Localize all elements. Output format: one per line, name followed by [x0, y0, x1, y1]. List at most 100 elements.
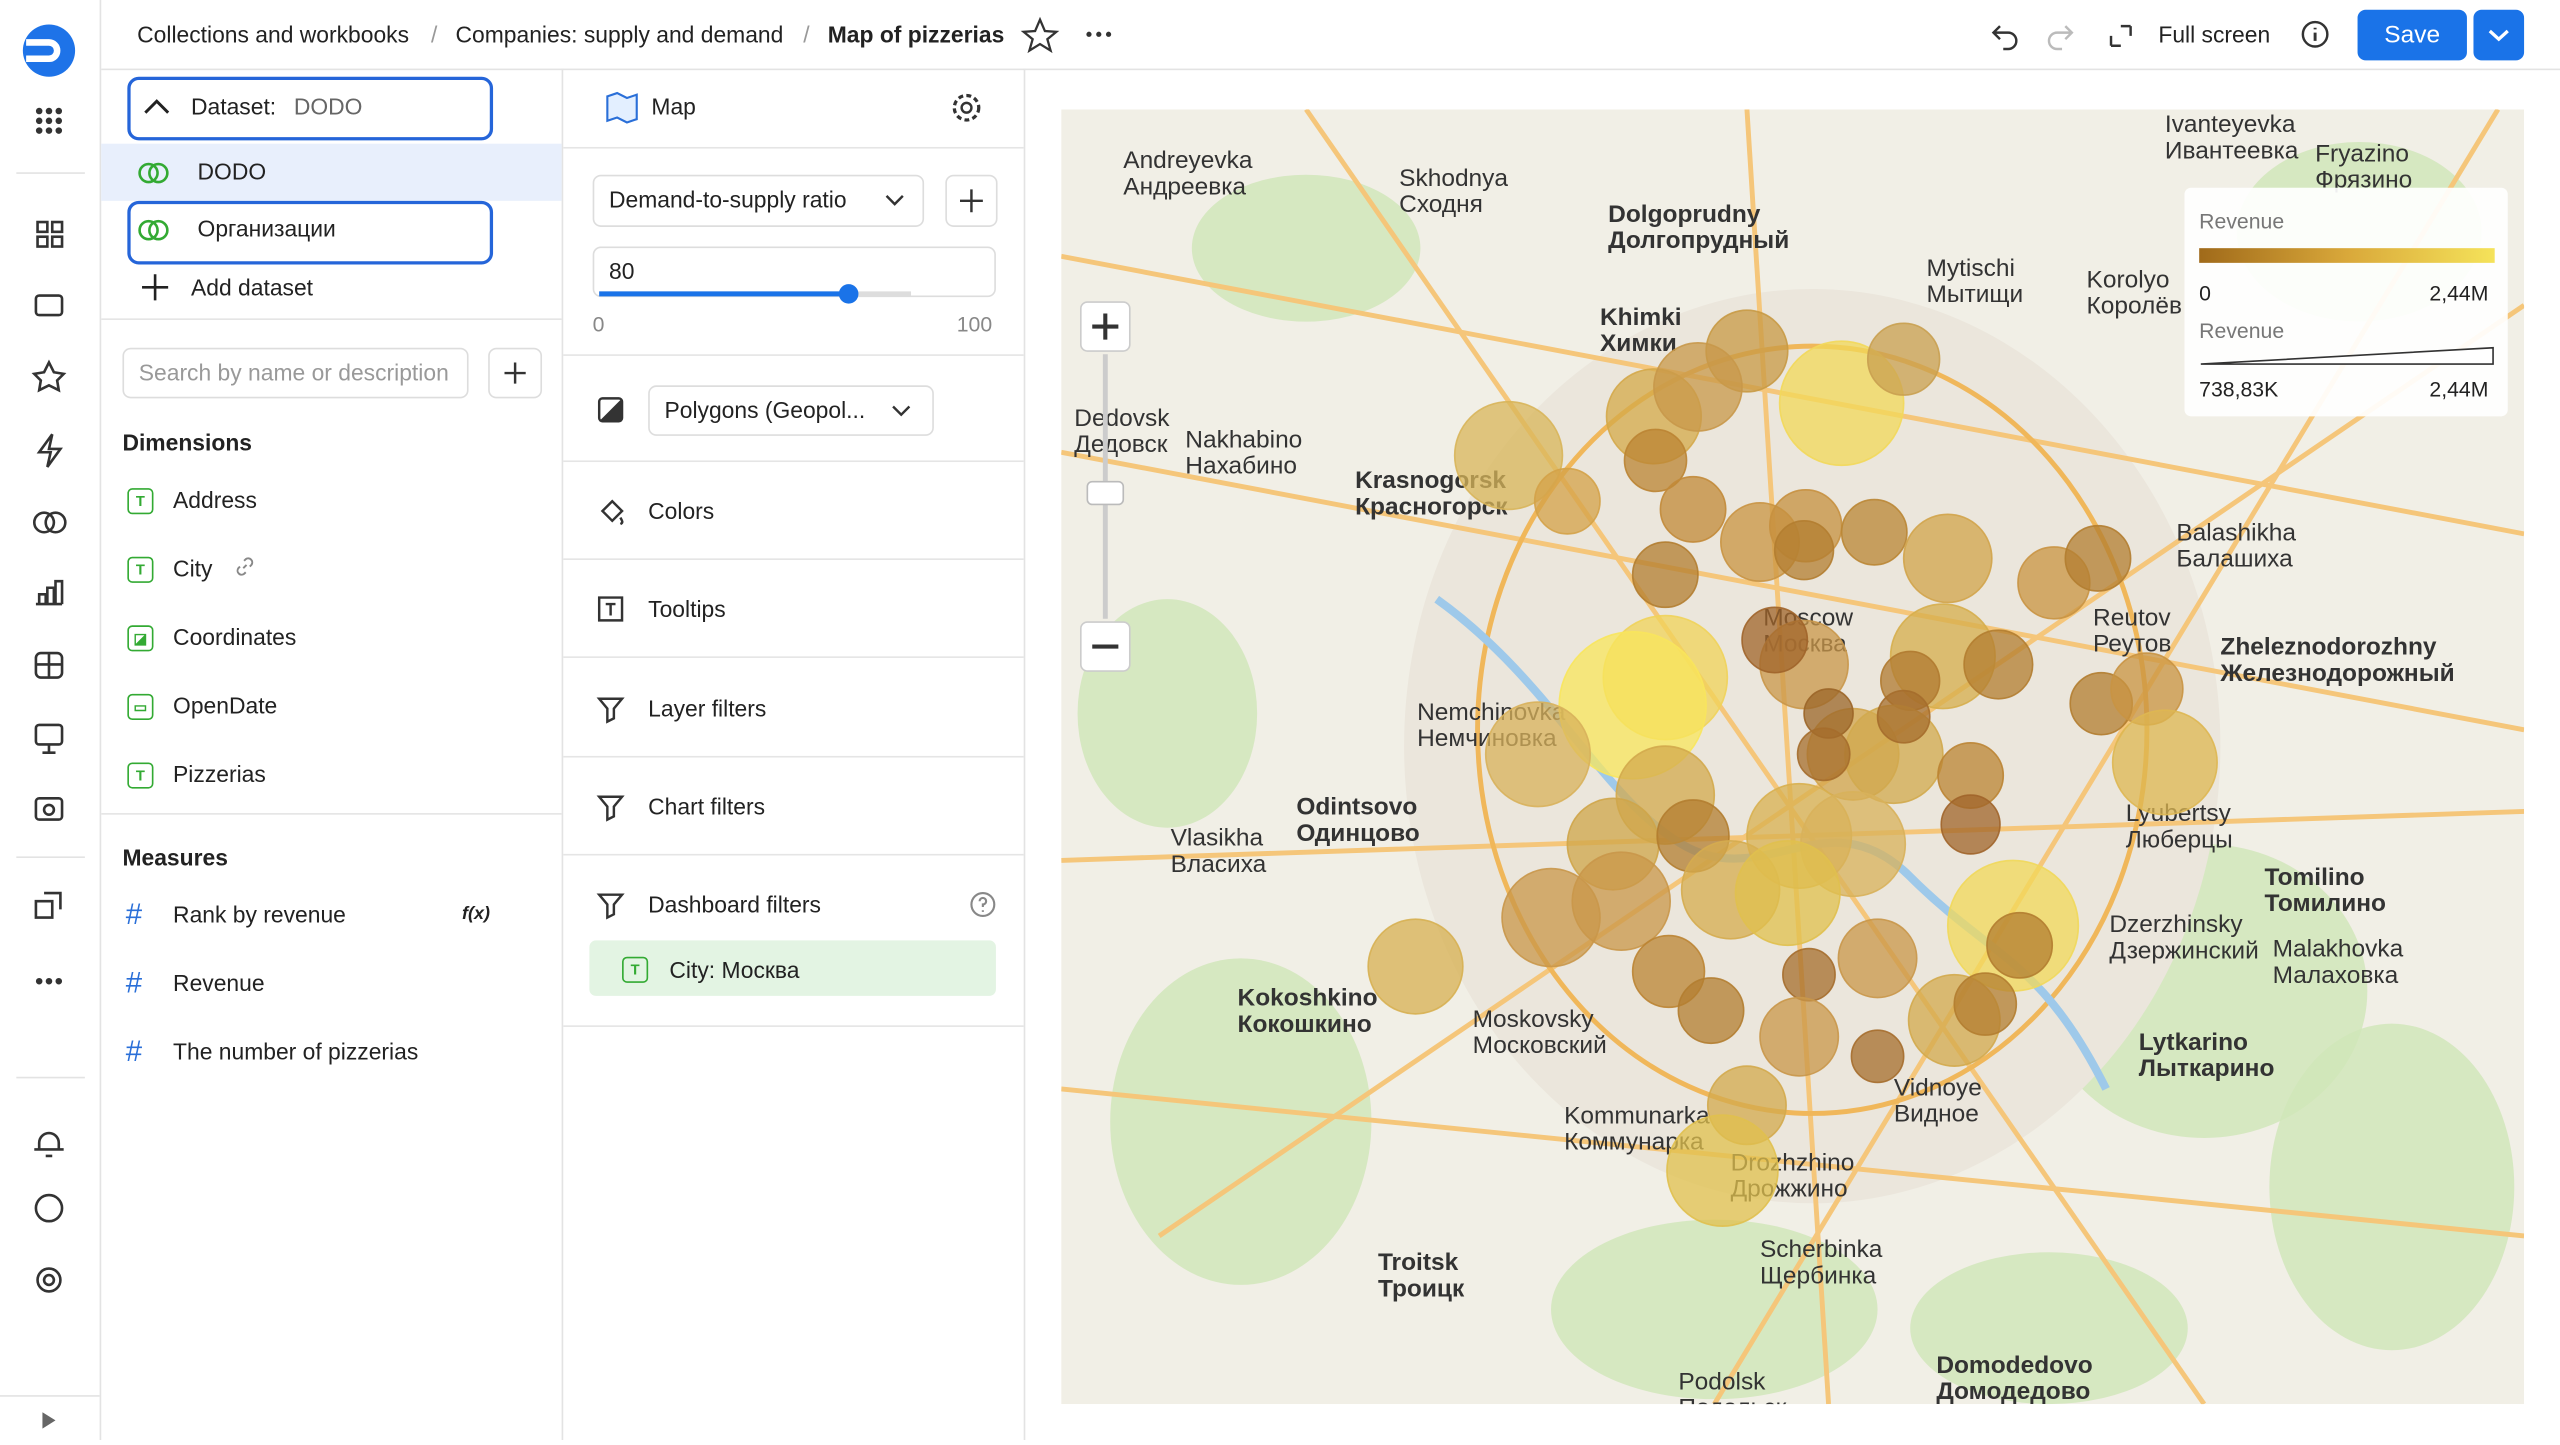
separator — [101, 813, 561, 815]
field-icon: T — [127, 488, 153, 514]
icon-shape — [599, 598, 622, 621]
breadcrumb-sep: / — [431, 21, 437, 47]
bubble — [1535, 469, 1600, 534]
section-title[interactable]: Colors — [648, 498, 714, 524]
slider-thumb — [839, 284, 859, 304]
breadcrumb[interactable]: Companies: supply and demand — [456, 21, 784, 47]
dimension-field[interactable]: Pizzerias — [173, 761, 266, 787]
icon-shape — [602, 501, 622, 524]
section-title[interactable]: Tooltips — [648, 596, 725, 622]
breadcrumb-sep: / — [803, 21, 809, 47]
link-icon — [233, 555, 256, 578]
divider — [1024, 69, 1026, 1440]
breadcrumb[interactable]: Collections and workbooks — [137, 21, 409, 47]
section-icon — [596, 496, 629, 529]
bubble — [1868, 323, 1940, 395]
icon-shape — [599, 698, 622, 721]
chevron — [882, 186, 908, 212]
dimension-field[interactable]: Address — [173, 487, 257, 513]
bubble — [1775, 521, 1834, 580]
help-icon[interactable] — [968, 890, 997, 919]
breadcrumb-current: Map of pizzerias — [828, 21, 1005, 47]
section-title[interactable]: Chart filters — [648, 793, 765, 819]
map-label: MytischiМытищи — [1927, 255, 2024, 308]
map-label: MoskovskyМосковский — [1473, 1006, 1607, 1059]
measure-field[interactable]: Revenue — [173, 970, 265, 996]
bubble — [1660, 477, 1725, 542]
field-icon: T — [127, 557, 153, 583]
map-label: BalashikhaБалашиха — [2176, 519, 2296, 572]
formula-badge: f(x) — [462, 904, 490, 924]
section-title: Measures — [122, 844, 227, 870]
bubble — [1678, 978, 1743, 1043]
bubble — [1941, 795, 2000, 854]
bubble — [1368, 919, 1463, 1014]
dimension-field[interactable]: Coordinates — [173, 624, 296, 650]
separator — [563, 460, 1023, 462]
park — [2269, 1024, 2514, 1351]
slider-min: 0 — [593, 312, 605, 336]
section-icon — [596, 890, 629, 923]
bubble — [1851, 1030, 1903, 1082]
separator — [563, 1025, 1023, 1027]
map-label: KokoshkinoКокошкино — [1238, 985, 1378, 1038]
save-menu[interactable] — [2473, 10, 2524, 61]
bubble — [1736, 841, 1840, 945]
section-title[interactable]: Dashboard filters — [648, 892, 821, 918]
map-label: NakhabinoНахабино — [1185, 426, 1302, 479]
map-label: TroitskТроицк — [1378, 1249, 1465, 1302]
dataset-label: Dataset: — [191, 93, 276, 119]
bubble — [1486, 702, 1590, 806]
add-field-button[interactable] — [488, 348, 542, 399]
section-title[interactable]: Layer filters — [648, 695, 766, 721]
dataset-name[interactable]: DODO — [198, 158, 267, 184]
map-label: DedovskДедовск — [1074, 405, 1170, 458]
dataset-name[interactable]: Организации — [198, 216, 336, 242]
dimension-field[interactable]: City — [173, 555, 212, 581]
filter-text: City: Москва — [669, 957, 799, 983]
dataset-icon — [137, 214, 173, 247]
map-label: FryazinoФрязино — [2315, 141, 2412, 194]
field-icon: T — [127, 762, 153, 788]
section-icon — [596, 595, 629, 628]
map-label: MalakhovkaМалаховка — [2273, 936, 2404, 989]
map-label: OdintsovoОдинцово — [1296, 794, 1419, 847]
undo-redo[interactable] — [1984, 13, 2147, 55]
zoom-thumb — [1087, 482, 1123, 505]
legend-size-shape — [2199, 344, 2496, 367]
legend-min: 738,83K — [2199, 377, 2278, 401]
bubble — [1667, 1115, 1778, 1226]
info-icon[interactable] — [2299, 18, 2332, 51]
legend-gradient — [2199, 248, 2495, 263]
bubble — [1783, 949, 1835, 1001]
slider-max: 100 — [957, 312, 992, 336]
bubble — [2065, 526, 2130, 591]
field-icon: T — [622, 957, 648, 983]
bubble — [1502, 869, 1600, 967]
measure-field[interactable]: The number of pizzerias — [173, 1038, 418, 1064]
separator — [563, 657, 1023, 659]
add-button[interactable] — [945, 175, 997, 227]
slider[interactable] — [593, 281, 1001, 307]
dimension-field[interactable]: OpenDate — [173, 692, 277, 718]
map-label: DzerzhinskyДзержинский — [2109, 911, 2258, 964]
chevron — [888, 397, 914, 423]
save-button[interactable]: Save — [2358, 10, 2467, 61]
add-icon[interactable] — [140, 273, 169, 302]
add-dataset[interactable]: Add dataset — [191, 274, 313, 300]
bubble — [1964, 630, 2033, 699]
bubble — [1842, 500, 1907, 565]
settings-icon[interactable] — [949, 90, 985, 126]
separator — [563, 558, 1023, 560]
measure-field[interactable]: Rank by revenue — [173, 901, 346, 927]
field-icon: ▭ — [127, 694, 153, 720]
map-label: VlasikhaВласиха — [1171, 825, 1267, 878]
collapse-icon[interactable] — [140, 91, 173, 124]
full-screen[interactable]: Full screen — [2158, 21, 2270, 47]
bubble — [1904, 514, 1992, 602]
map-label: IvanteyevkaИвантеевка — [2165, 111, 2299, 164]
viz-type[interactable]: Map — [651, 93, 695, 119]
title-actions[interactable] — [1012, 13, 1126, 55]
legend-max: 2,44M — [2429, 377, 2488, 401]
